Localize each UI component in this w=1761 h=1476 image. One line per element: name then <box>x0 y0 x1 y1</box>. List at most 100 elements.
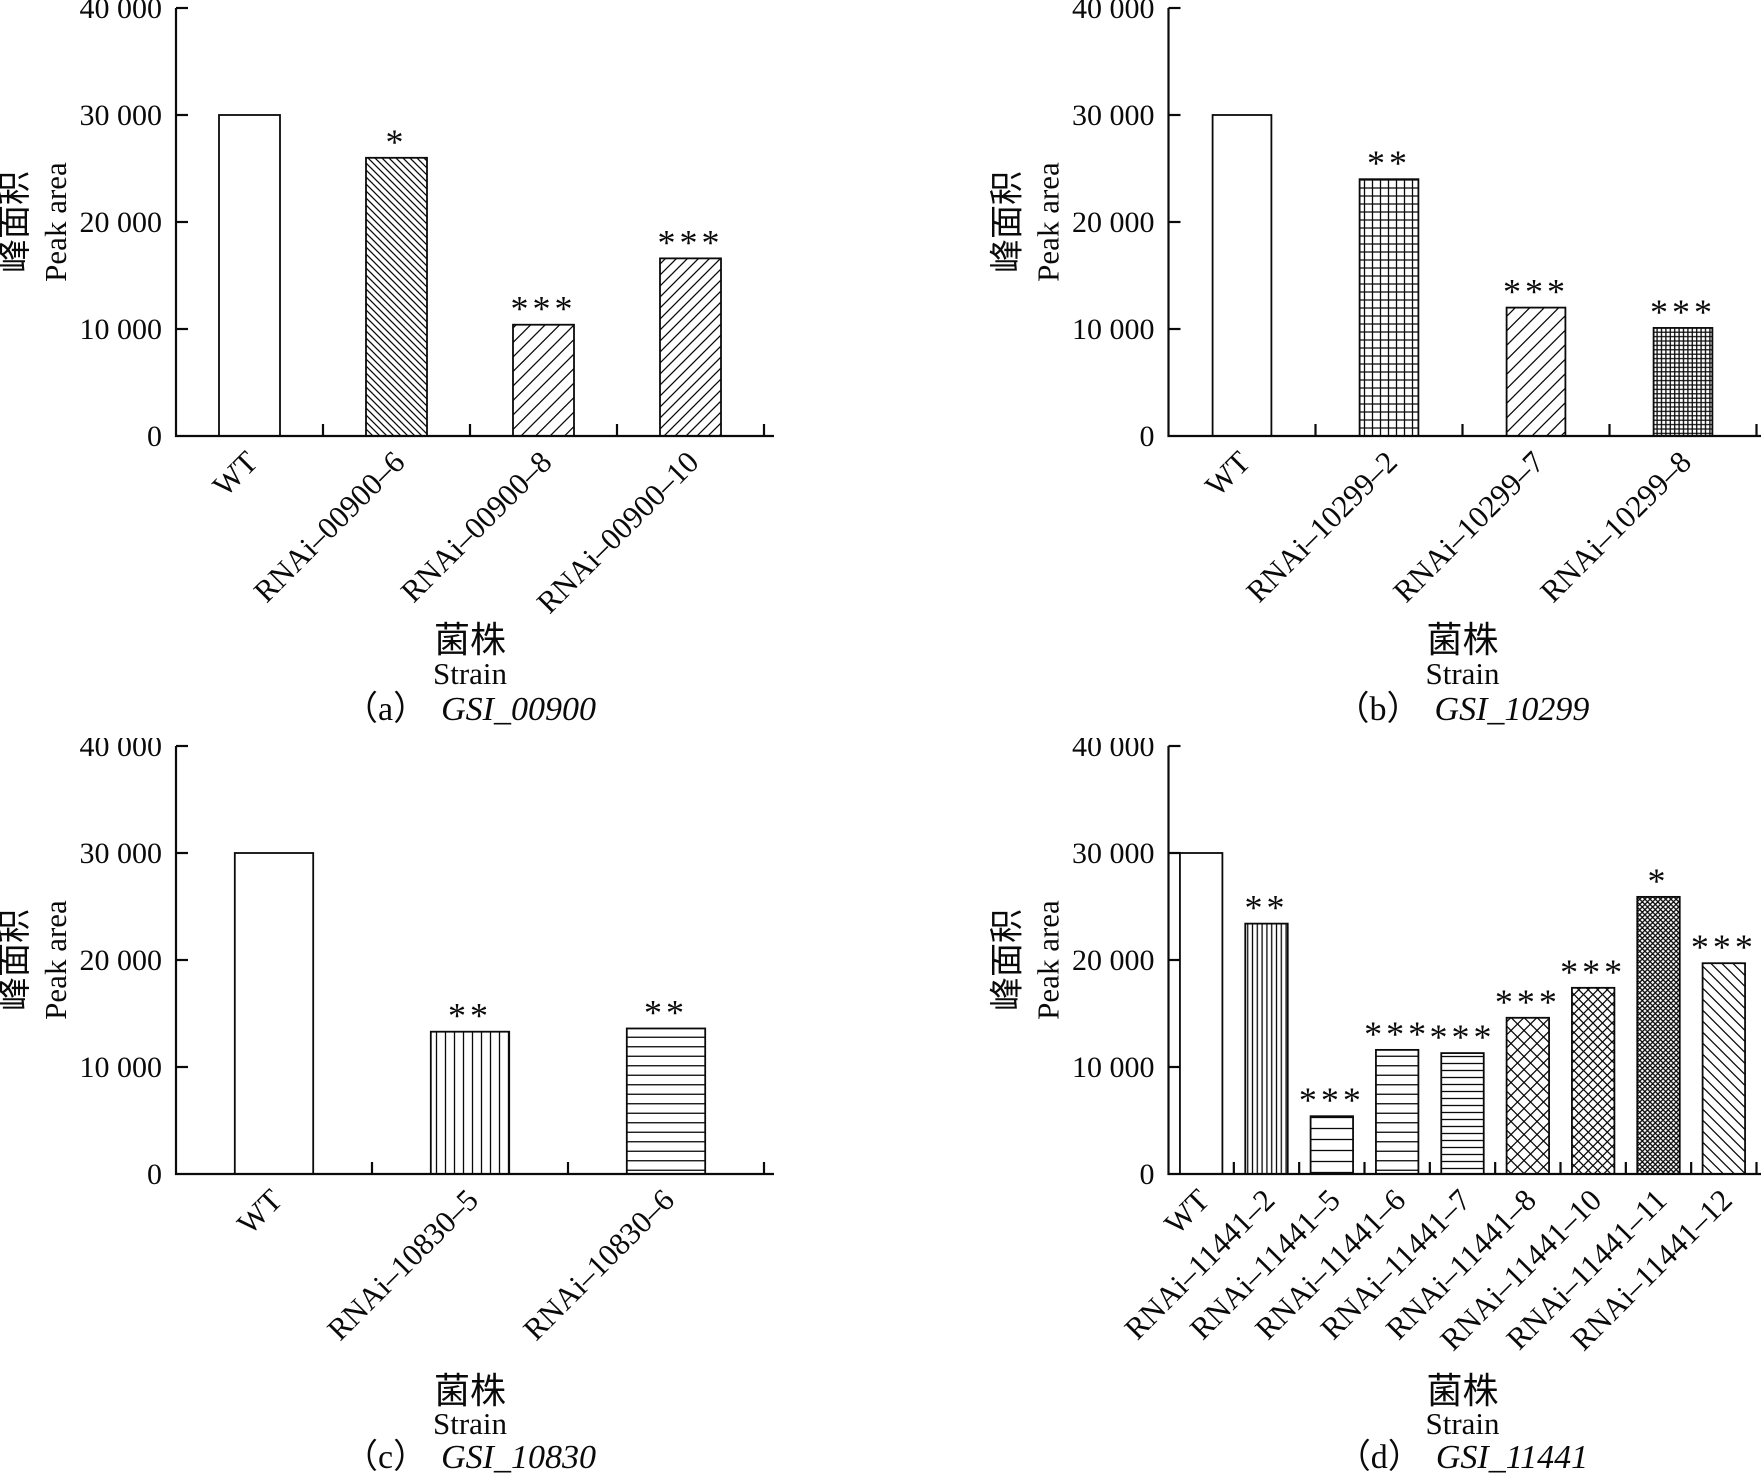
panel-caption: （c） GSI_10830 <box>344 1438 596 1476</box>
ylabel-en: Peak area <box>38 162 73 282</box>
bar-RNAi–10830–5 <box>429 1030 511 1175</box>
panel-c: ** ** 0 10 000 20 000 30 000 40 000 WT RNAi–1083… <box>0 738 880 1476</box>
bar-RNAi–11441–10 <box>1571 986 1616 1175</box>
significance-marker: *** <box>1364 1014 1430 1054</box>
x-category-label: WT <box>230 1182 289 1241</box>
y-tick-label: 30 000 <box>80 99 163 132</box>
panel-b: ** *** *** 0 10 000 20 000 30 000 40 000 WT RNAi–… <box>880 0 1761 738</box>
bar-RNAi–11441–8 <box>1505 1016 1550 1175</box>
bar-RNAi–10830–6 <box>625 1027 707 1175</box>
significance-marker: ** <box>1245 888 1289 928</box>
bar-RNAi–11441–2 <box>1244 922 1289 1175</box>
bar-RNAi–11441–12 <box>1701 962 1746 1175</box>
significance-marker: ** <box>448 996 492 1036</box>
y-tick-label: 40 000 <box>1072 0 1155 25</box>
y-tick-label: 0 <box>1140 1158 1155 1191</box>
bar-RNAi–10299–2 <box>1358 178 1420 437</box>
xlabel-zh: 菌株 <box>1426 620 1498 660</box>
ylabel-zh: 峰面积 <box>989 909 1027 1011</box>
bar-RNAi–10299–8 <box>1652 327 1714 437</box>
x-category-label: RNAi–00900–6 <box>247 444 412 609</box>
ylabel-en: Peak area <box>1031 162 1066 282</box>
bar-RNAi–11441–5 <box>1309 1115 1354 1175</box>
ylabel-zh: 峰面积 <box>0 171 34 273</box>
y-tick-label: 40 000 <box>80 0 163 25</box>
y-tick-label: 10 000 <box>1072 1051 1155 1084</box>
panel-d: ** *** *** *** *** *** * *** 0 10 000 20 000 30 000… <box>880 738 1761 1476</box>
xlabel-zh: 菌株 <box>434 620 506 660</box>
significance-marker: * <box>386 122 408 162</box>
y-tick-label: 30 000 <box>80 837 163 870</box>
significance-marker: ** <box>644 992 688 1032</box>
panel-caption: （d） GSI_11441 <box>1337 1438 1588 1476</box>
y-tick-label: 10 000 <box>80 313 163 346</box>
x-category-label: RNAi–10830–5 <box>320 1182 485 1347</box>
significance-marker: * <box>1648 861 1670 901</box>
xlabel-zh: 菌株 <box>434 1371 506 1411</box>
panel-caption: （a） GSI_00900 <box>344 690 596 728</box>
caption-index: （d） <box>1337 1438 1422 1476</box>
bar <box>1179 853 1223 1174</box>
bar-chart-gsi-10830: ** ** 0 10 000 20 000 30 000 40 000 WT RNAi–1083… <box>0 738 774 1476</box>
bar-RNAi–11441–11 <box>1636 895 1681 1175</box>
xlabel-en: Strain <box>1425 656 1500 691</box>
y-tick-label: 30 000 <box>1072 837 1155 870</box>
significance-marker: *** <box>1503 272 1569 312</box>
caption-gene-name: GSI_00900 <box>441 691 596 728</box>
significance-marker: ** <box>1367 143 1411 183</box>
caption-gene-name: GSI_11441 <box>1436 1439 1588 1476</box>
bar <box>234 853 314 1174</box>
y-tick-label: 20 000 <box>80 944 163 977</box>
caption-index: （b） <box>1336 690 1421 728</box>
bar-RNAi–11441–6 <box>1375 1048 1420 1175</box>
y-tick-label: 0 <box>1140 420 1155 453</box>
x-category-label: RNAi–10299–7 <box>1386 444 1551 609</box>
ylabel-en: Peak area <box>1031 900 1066 1020</box>
x-category-label: WT <box>1198 444 1257 503</box>
caption-gene-name: GSI_10299 <box>1435 691 1590 728</box>
ylabel-zh: 峰面积 <box>989 171 1027 273</box>
caption-index: （c） <box>344 1438 427 1476</box>
y-tick-label: 20 000 <box>1072 944 1155 977</box>
y-tick-label: 0 <box>147 420 162 453</box>
y-tick-label: 40 000 <box>1072 738 1155 763</box>
xlabel-en: Strain <box>1425 1406 1500 1441</box>
y-tick-label: 20 000 <box>1072 206 1155 239</box>
panel-caption: （b） GSI_10299 <box>1336 690 1590 728</box>
y-tick-label: 30 000 <box>1072 99 1155 132</box>
ylabel-zh: 峰面积 <box>0 909 34 1011</box>
bar-RNAi–11441–7 <box>1440 1052 1485 1175</box>
significance-marker: *** <box>511 289 577 329</box>
x-category-label: RNAi–10299–2 <box>1239 444 1404 609</box>
x-category-label: RNAi–10830–6 <box>516 1182 681 1347</box>
panel-a: * *** *** 0 10 000 20 000 30 000 40 000 WT RNAi–0… <box>0 0 880 738</box>
significance-marker: *** <box>1430 1017 1496 1057</box>
bar-RNAi–00900–8 <box>512 323 575 437</box>
ylabel-en: Peak area <box>38 900 73 1020</box>
significance-marker: *** <box>1560 952 1626 992</box>
bar-RNAi–00900–6 <box>365 156 428 437</box>
significance-marker: *** <box>1495 982 1561 1022</box>
y-tick-label: 40 000 <box>80 738 163 763</box>
significance-marker: *** <box>1299 1080 1365 1120</box>
y-tick-label: 10 000 <box>80 1051 163 1084</box>
x-category-label: RNAi–10299–8 <box>1533 444 1698 609</box>
axes <box>1167 8 1761 438</box>
axes <box>174 746 774 1176</box>
xlabel-zh: 菌株 <box>1426 1371 1498 1411</box>
y-tick-label: 20 000 <box>80 206 163 239</box>
axes <box>1167 746 1761 1176</box>
bar-RNAi–00900–10 <box>659 257 722 437</box>
xlabel-en: Strain <box>433 656 508 691</box>
caption-index: （a） <box>344 690 427 728</box>
bar <box>218 115 281 436</box>
x-category-label: WT <box>206 444 265 503</box>
caption-gene-name: GSI_10830 <box>441 1439 596 1476</box>
significance-marker: *** <box>1650 292 1716 332</box>
bar-RNAi–10299–7 <box>1505 306 1567 437</box>
xlabel-en: Strain <box>433 1406 508 1441</box>
axes <box>174 8 774 438</box>
